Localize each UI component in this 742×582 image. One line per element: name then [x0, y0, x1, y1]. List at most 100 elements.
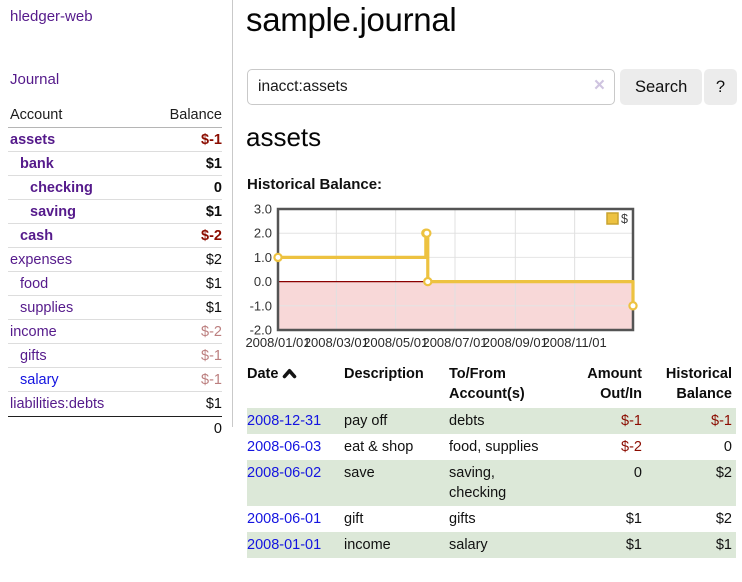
cell-date: 2008-06-03 — [247, 434, 344, 460]
column-header-balance[interactable]: Historical Balance — [665, 366, 732, 402]
data-point-marker — [422, 228, 432, 238]
cell-accounts: food, supplies — [449, 439, 539, 455]
account-balance: $1 — [205, 299, 222, 316]
table-row: 2008-06-02 save saving, checking 0 $2 — [247, 460, 736, 506]
account-link[interactable]: gifts — [20, 347, 47, 364]
account-balance: $-1 — [201, 131, 222, 148]
account-heading: assets — [246, 122, 322, 152]
transaction-date-link[interactable]: 2008-06-02 — [247, 465, 322, 481]
account-link[interactable]: assets — [10, 131, 56, 148]
cell-description: save — [344, 465, 375, 481]
account-column-header: Account — [10, 107, 63, 123]
cell-amount: 0 — [633, 465, 642, 481]
account-row: saving $1 — [8, 200, 222, 224]
cell-description: eat & shop — [344, 439, 414, 455]
cell-balance: $2 — [715, 511, 732, 527]
y-axis-tick-label: 1.0 — [254, 250, 272, 265]
page-title: sample.journal — [246, 1, 457, 38]
register-table: Date Description To/From Account(s) Amou… — [247, 362, 736, 558]
account-row: food $1 — [8, 272, 222, 296]
table-row: 2008-06-03 eat & shop food, supplies $-2 0 — [247, 434, 736, 460]
register-header-row: Date Description To/From Account(s) Amou… — [247, 362, 736, 408]
transaction-date-link[interactable]: 2008-06-03 — [247, 439, 322, 455]
chart-title: Historical Balance: — [247, 176, 383, 193]
account-balance: $-1 — [201, 371, 222, 388]
account-link[interactable]: salary — [20, 371, 59, 388]
account-row: bank $1 — [8, 152, 222, 176]
search-bar: × — [247, 69, 615, 105]
balance-column-header: Balance — [169, 107, 222, 123]
account-row: income $-2 — [8, 320, 222, 344]
cell-date: 2008-01-01 — [247, 532, 344, 558]
data-point-marker — [628, 301, 638, 311]
account-row: supplies $1 — [8, 296, 222, 320]
accounts-table: Account Balance assets $-1 bank $1 checking 0… — [8, 103, 222, 440]
account-balance: $-2 — [201, 227, 222, 244]
search-button[interactable]: Search — [620, 69, 703, 105]
account-row: salary $-1 — [8, 368, 222, 392]
cell-balance: 0 — [723, 439, 732, 455]
transaction-date-link[interactable]: 2008-01-01 — [247, 537, 322, 553]
account-row: liabilities:debts $1 — [8, 392, 222, 416]
y-axis-tick-label: -1.0 — [250, 298, 272, 313]
search-input[interactable] — [247, 69, 615, 105]
app-title-link[interactable]: hledger-web — [10, 8, 93, 25]
x-axis-tick-label: 2008/05/01 — [363, 335, 428, 350]
account-balance: $-1 — [201, 347, 222, 364]
account-balance: $1 — [205, 203, 222, 220]
cell-amount: $1 — [625, 537, 642, 553]
account-link[interactable]: bank — [20, 155, 54, 172]
cell-date: 2008-06-01 — [247, 506, 344, 532]
cell-amount: $1 — [625, 511, 642, 527]
account-link[interactable]: food — [20, 275, 49, 292]
column-header-accounts[interactable]: To/From Account(s) — [449, 366, 525, 402]
account-balance: $1 — [205, 155, 222, 172]
x-axis-tick-label: 2008/03/01 — [304, 335, 369, 350]
transaction-date-link[interactable]: 2008-06-01 — [247, 511, 322, 527]
cell-amount: $-2 — [621, 439, 642, 455]
account-link[interactable]: saving — [30, 203, 76, 220]
transaction-date-link[interactable]: 2008-12-31 — [247, 413, 322, 429]
account-link[interactable]: checking — [30, 179, 93, 196]
cell-balance: $1 — [715, 537, 732, 553]
account-balance: $2 — [205, 251, 222, 268]
plot-border — [276, 207, 635, 332]
legend-label: $ — [621, 212, 628, 226]
account-balance: $1 — [205, 275, 222, 292]
historical-balance-chart: $3.0 2.0 1.0 0.0 -1.0 -2.02008/01/012008/03/0… — [245, 202, 638, 350]
data-point-marker — [273, 252, 283, 263]
account-link[interactable]: cash — [20, 227, 54, 244]
account-row: cash $-2 — [8, 224, 222, 248]
account-balance: $-2 — [201, 323, 222, 340]
clear-search-icon[interactable]: × — [593, 75, 605, 96]
account-link[interactable]: liabilities:debts — [10, 396, 105, 412]
cell-balance: $2 — [715, 465, 732, 481]
accounts-table-header: Account Balance — [8, 103, 222, 128]
account-balance: 0 — [213, 179, 222, 196]
account-link[interactable]: supplies — [20, 299, 74, 316]
y-axis-tick-label: 2.0 — [254, 226, 272, 241]
x-axis-tick-label: 2008/09/01 — [483, 335, 548, 350]
cell-balance: $-1 — [711, 413, 732, 429]
cell-date: 2008-12-31 — [247, 408, 344, 434]
data-point-marker — [423, 276, 433, 287]
cell-description: income — [344, 537, 391, 553]
table-row: 2008-01-01 income salary $1 $1 — [247, 532, 736, 558]
accounts-total-value: 0 — [213, 420, 222, 437]
cell-description: pay off — [344, 413, 388, 429]
column-header-date-label: Date — [247, 366, 279, 382]
cell-accounts: saving, checking — [449, 465, 507, 501]
help-button[interactable]: ? — [704, 69, 737, 105]
cell-description: gift — [344, 511, 364, 527]
accounts-total-row: 0 — [8, 416, 222, 440]
account-balance: $1 — [205, 396, 222, 412]
table-row: 2008-06-01 gift gifts $1 $2 — [247, 506, 736, 532]
column-header-date[interactable]: Date — [247, 362, 344, 408]
account-row: checking 0 — [8, 176, 222, 200]
sidebar-item-journal[interactable]: Journal — [10, 71, 60, 88]
column-header-amount[interactable]: Amount Out/In — [587, 366, 642, 402]
column-header-description[interactable]: Description — [344, 366, 424, 382]
account-link[interactable]: income — [10, 323, 57, 340]
account-link[interactable]: expenses — [10, 251, 73, 268]
cell-amount: $-1 — [621, 413, 642, 429]
